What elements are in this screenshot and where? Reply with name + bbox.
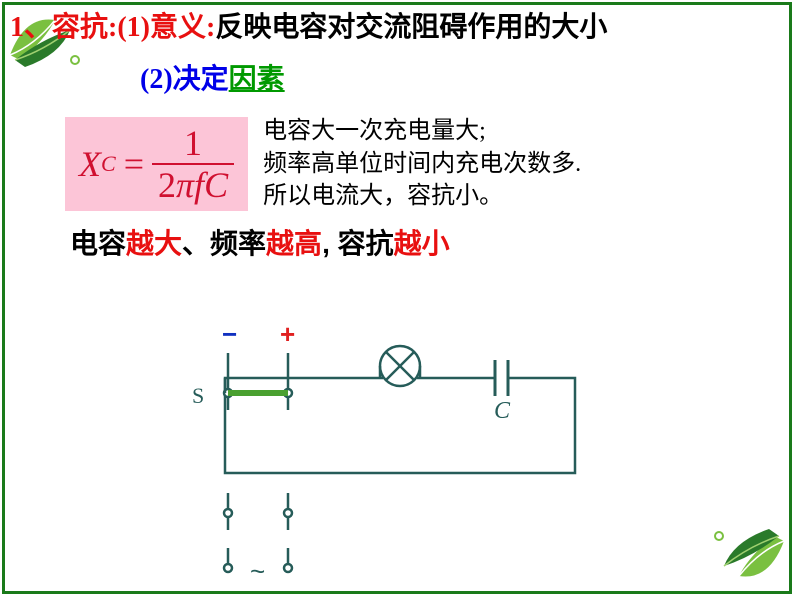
explain-line-2: 频率高单位时间内充电次数多. — [263, 148, 581, 180]
summary-line: 电容越大、频率越高, 容抗越小 — [70, 222, 784, 262]
formula-lhs: X — [79, 146, 101, 182]
summary-p1: 电容 — [70, 228, 126, 259]
heading-body: 反映电容对交流阻碍作用的大小 — [215, 12, 607, 43]
summary-p3: 、频率 — [182, 228, 266, 259]
summary-p2: 越大 — [126, 228, 182, 259]
ac-symbol: ~ — [250, 556, 265, 586]
fraction: 1 2πfC — [152, 125, 234, 203]
heading-line-2: (2)决定因素 — [140, 57, 784, 97]
heading2-prefix: (2)决定 — [140, 64, 229, 95]
explanation-text: 电容大一次充电量大; 频率高单位时间内充电次数多. 所以电流大，容抗小。 — [263, 115, 581, 212]
plus-sign: + — [280, 319, 295, 349]
circuit-diagram: − + S C ~ — [180, 318, 600, 588]
equals-sign: = — [124, 146, 144, 182]
capacitor-label: C — [494, 398, 511, 424]
summary-p4: 越高 — [266, 228, 322, 259]
formula-sub: C — [101, 153, 116, 175]
den-pi: π — [176, 165, 194, 205]
numerator: 1 — [176, 125, 210, 163]
summary-p6: 越小 — [394, 228, 450, 259]
slide-content: 1、容抗:(1)意义:反映电容对交流阻碍作用的大小 (2)决定因素 XC = 1… — [10, 8, 784, 586]
den-c: C — [204, 165, 228, 205]
den-2: 2 — [158, 165, 176, 205]
minus-sign: − — [222, 319, 237, 349]
switch-label: S — [192, 383, 204, 408]
heading-line-1: 1、容抗:(1)意义:反映电容对交流阻碍作用的大小 — [10, 8, 784, 47]
summary-p5: , 容抗 — [322, 228, 394, 259]
explain-line-1: 电容大一次充电量大; — [263, 115, 581, 147]
denominator: 2πfC — [152, 163, 234, 203]
heading2-link[interactable]: 因素 — [229, 64, 285, 95]
den-f: f — [194, 165, 204, 205]
explain-line-3: 所以电流大，容抗小。 — [263, 180, 581, 212]
heading-prefix: 1、容抗:(1)意义: — [10, 12, 215, 43]
formula-box: XC = 1 2πfC — [65, 117, 248, 211]
formula-row: XC = 1 2πfC 电容大一次充电量大; 频率高单位时间内充电次数多. 所以… — [65, 115, 784, 212]
